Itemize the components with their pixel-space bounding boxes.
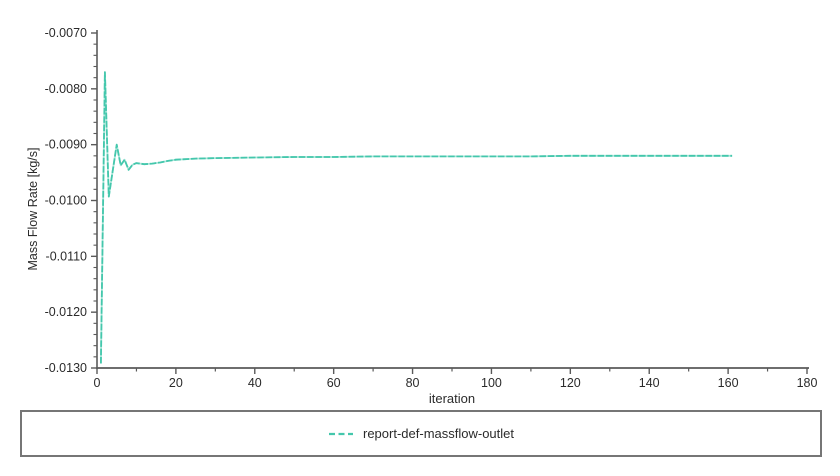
x-tick-label: 120 (560, 376, 581, 390)
x-tick-label: 140 (639, 376, 660, 390)
y-axis-title: Mass Flow Rate [kg/s] (26, 147, 40, 271)
y-tick-label: -0.0120 (45, 305, 87, 319)
x-tick-label: 100 (481, 376, 502, 390)
series-line-underlay (100, 71, 733, 364)
y-tick-label: -0.0070 (45, 26, 87, 40)
x-tick-label: 80 (406, 376, 420, 390)
x-tick-label: 20 (169, 376, 183, 390)
x-tick-label: 40 (248, 376, 262, 390)
plot-area: 0 20 40 60 80 100 120 140 160 180 -0.0070 -0.0080 -0… (45, 26, 818, 390)
x-tick-label: 60 (327, 376, 341, 390)
y-tick-label: -0.0110 (46, 249, 88, 263)
x-tick-label: 0 (94, 376, 101, 390)
y-tick-label: -0.0100 (45, 194, 87, 208)
legend-entry-label: report-def-massflow-outlet (363, 426, 514, 441)
x-tick-label: 160 (718, 376, 739, 390)
series-line (100, 71, 733, 364)
y-tick-label: -0.0090 (45, 138, 87, 152)
x-axis-title: iteration (428, 391, 476, 406)
y-tick-label: -0.0130 (45, 361, 87, 375)
y-tick-label: -0.0080 (45, 82, 87, 96)
x-tick-label: 180 (797, 376, 818, 390)
legend-line-sample (329, 432, 353, 435)
legend: report-def-massflow-outlet (20, 410, 822, 457)
